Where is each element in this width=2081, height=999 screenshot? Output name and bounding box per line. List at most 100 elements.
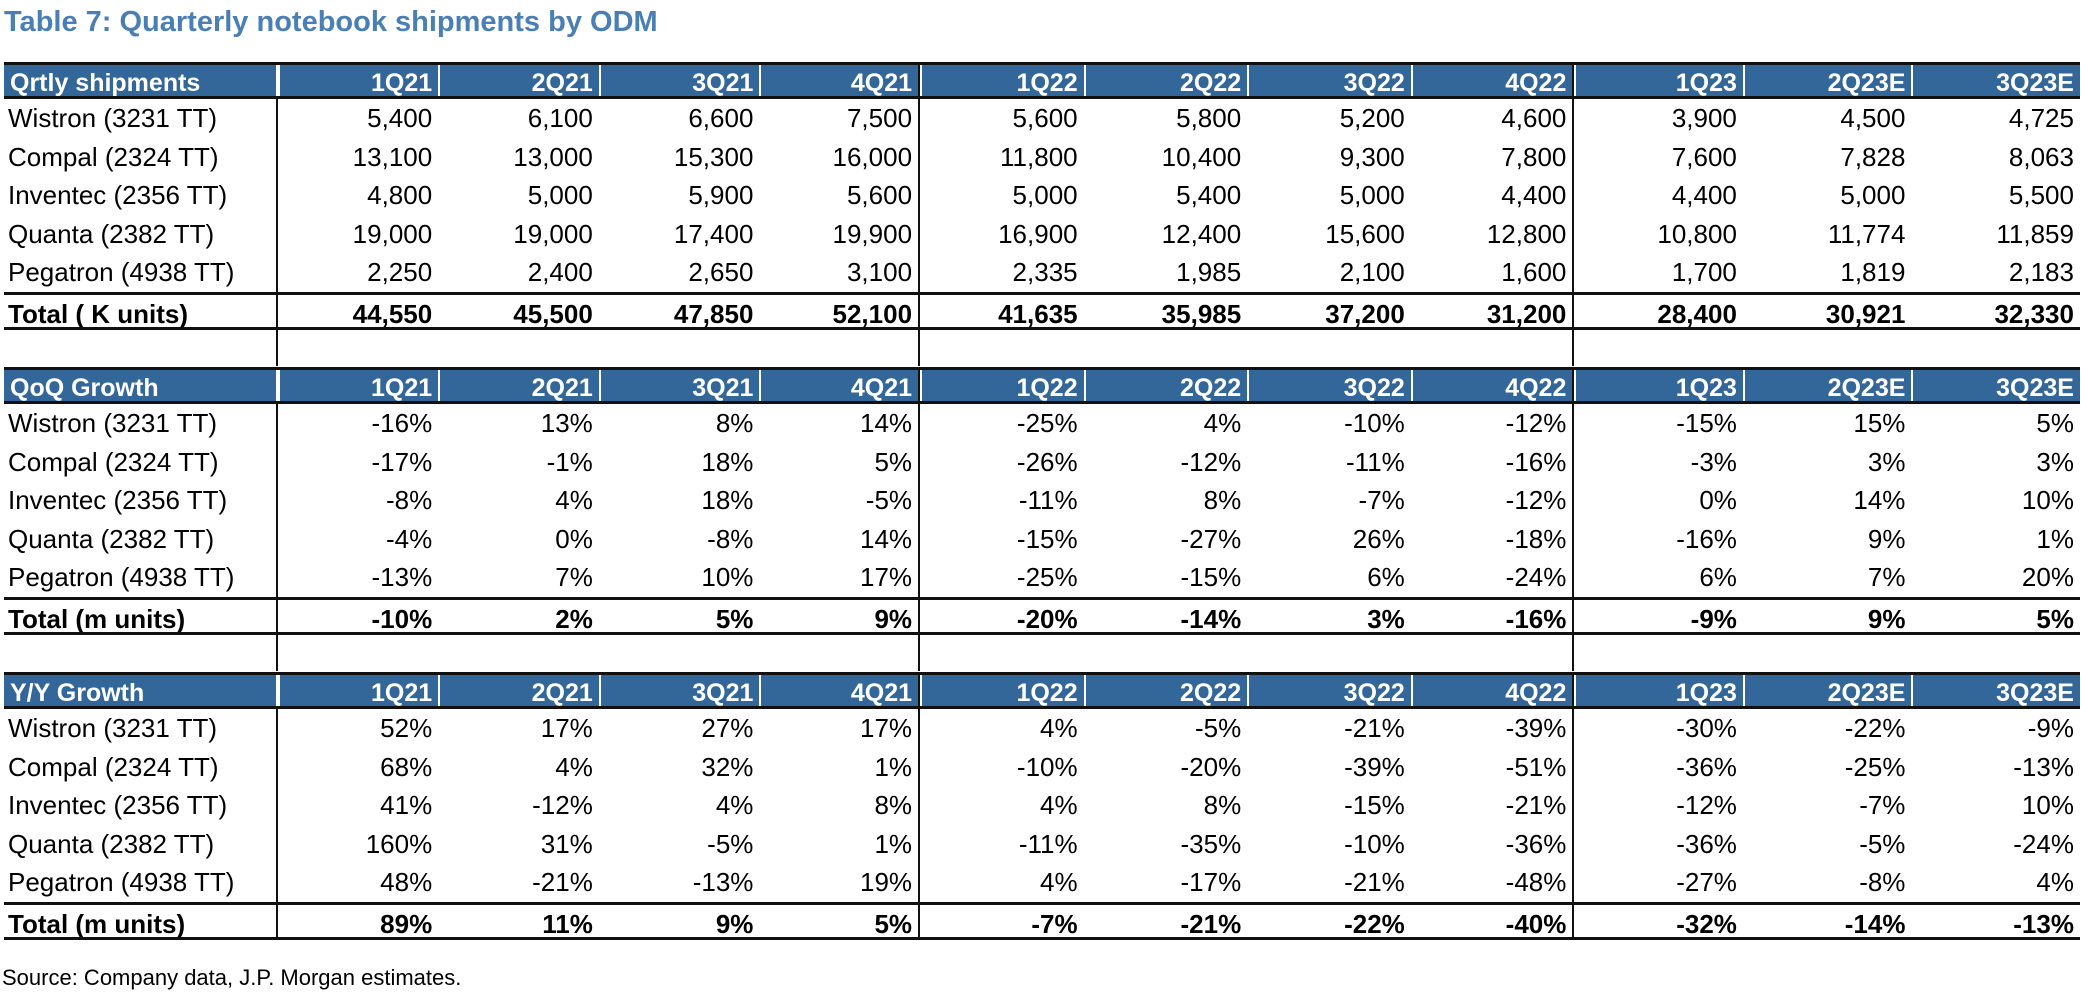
- table-cell: 7,800: [1411, 137, 1575, 176]
- table-cell: -8%: [385, 485, 433, 515]
- table-cell: 45,500: [513, 298, 593, 328]
- table-cell: -16%: [371, 408, 433, 438]
- table-row: Pegatron (4938 TT) -13% 7% 10% 17% -25% -15% 6%…: [4, 558, 2080, 597]
- table-cell: -39%: [1344, 751, 1405, 782]
- table-cell: -27%: [1180, 523, 1242, 554]
- table-cell: -22%: [1844, 713, 1906, 743]
- table-cell: 8%: [1203, 485, 1242, 515]
- table-cell: 41%: [380, 790, 433, 820]
- table-cell: 5,400: [367, 103, 433, 133]
- table-cell: 10%: [2021, 790, 2074, 820]
- total-row: Total (m units) -10% 2% 5% 9% -20% -14% 3% -16% -…: [4, 596, 2080, 635]
- table-cell: 4,400: [1671, 180, 1737, 210]
- table-cell: 1,819: [1840, 257, 1906, 287]
- table-cell: 4%: [555, 485, 593, 515]
- table-cell: 19,000: [352, 218, 433, 249]
- row-label: Pegatron (4938 TT): [4, 558, 278, 597]
- table-cell: 11%: [542, 908, 593, 938]
- spacer-cell: [278, 330, 439, 366]
- spacer-cell: [1247, 330, 1411, 366]
- table-cell: -20%: [1016, 603, 1078, 633]
- table-cell: 52%: [380, 713, 433, 743]
- column-header: 1Q21: [277, 675, 439, 706]
- table-cell: 14%: [1853, 485, 1906, 515]
- row-label: Compal (2324 TT): [4, 747, 278, 786]
- table-cell: 3%: [2036, 446, 2074, 477]
- table-cell: -25%: [1016, 408, 1078, 438]
- table-row: Quanta (2382 TT) 19,000 19,000 17,400 19,900…: [4, 214, 2080, 253]
- table-cell: 5,000: [1012, 180, 1078, 210]
- spacer-cell: [1084, 330, 1248, 366]
- table-cell: 4%: [1040, 790, 1078, 820]
- table-cell: 28,400: [1657, 298, 1737, 328]
- table-row: Wistron (3231 TT) -16% 13% 8% 14% -25% 4% -10% -…: [4, 404, 2080, 443]
- table-cell: -30%: [1676, 713, 1737, 743]
- table-cell: 13,000: [513, 141, 593, 172]
- table-cell: 1,600: [1411, 253, 1575, 292]
- total-row: Total (m units) 89% 11% 9% 5% -7% -21% -22% -40%…: [4, 901, 2080, 940]
- table-row: Wistron (3231 TT) 5,400 6,100 6,600 7,500 5,6…: [4, 99, 2080, 138]
- spacer-cell: [438, 635, 599, 671]
- table-cell: -17%: [371, 446, 433, 477]
- table-cell: 48%: [380, 867, 433, 897]
- table-cell: 19,900: [759, 214, 921, 253]
- table-cell: -10%: [1016, 751, 1078, 782]
- table-cell: -40%: [1411, 904, 1575, 937]
- table-cell: 5%: [715, 603, 754, 633]
- table-cell: 2,183: [2008, 257, 2074, 287]
- spacer-cell: [599, 330, 760, 366]
- table-cell: 8%: [759, 786, 921, 825]
- table-cell: 7%: [555, 562, 593, 592]
- table-cell: 0%: [555, 523, 593, 554]
- table-cell: 3,100: [759, 253, 921, 292]
- table-cell: 19,000: [513, 218, 593, 249]
- table-cell: 17%: [540, 713, 593, 743]
- table-cell: 5,400: [1176, 180, 1242, 210]
- table-cell: -7%: [1031, 908, 1078, 938]
- table-cell: 18%: [701, 446, 754, 477]
- table-cell: -10%: [371, 603, 433, 633]
- table-cell: -15%: [1016, 523, 1078, 554]
- table-cell: 5,200: [1339, 103, 1405, 133]
- column-header: 2Q23E: [1742, 65, 1912, 96]
- column-header: 4Q21: [759, 675, 921, 706]
- table-cell: -25%: [1016, 562, 1078, 592]
- table-cell: -17%: [1180, 867, 1242, 897]
- table-cell: 17%: [759, 709, 921, 748]
- table-cell: 12,400: [1161, 218, 1242, 249]
- table-cell: 15,600: [1325, 218, 1405, 249]
- table-cell: 5%: [2036, 408, 2074, 438]
- table-row: Wistron (3231 TT) 52% 17% 27% 17% 4% -5% -21% -3…: [4, 709, 2080, 748]
- table-cell: 2%: [555, 603, 593, 633]
- table-cell: -3%: [1690, 446, 1737, 477]
- column-header: 2Q22: [1083, 675, 1248, 706]
- row-label: Wistron (3231 TT): [4, 99, 278, 138]
- spacer-cell: [1411, 635, 1575, 671]
- table-cell: 30,921: [1825, 298, 1906, 328]
- table-cell: 3%: [1367, 603, 1405, 633]
- table-cell: -13%: [2013, 751, 2074, 782]
- spacer-cell: [1743, 330, 1912, 366]
- table-cell: -36%: [1411, 824, 1575, 863]
- table-cell: 160%: [365, 828, 433, 859]
- table-cell: 9%: [759, 599, 921, 632]
- table-cell: 8%: [1203, 790, 1242, 820]
- spacer-cell: [759, 635, 921, 671]
- section-header-row: QoQ Growth 1Q21 2Q21 3Q21 4Q21 1Q22 2Q22 3Q22 4Q…: [4, 367, 2080, 404]
- table-cell: -16%: [1411, 442, 1575, 481]
- table-cell: 47,850: [673, 298, 754, 328]
- table-cell: 6,600: [688, 103, 754, 133]
- table-row: Quanta (2382 TT) 160% 31% -5% 1% -11% -35% -10%…: [4, 824, 2080, 863]
- table-cell: -11%: [1018, 485, 1078, 515]
- table-cell: -5%: [759, 481, 921, 520]
- table-cell: 10%: [701, 562, 754, 592]
- table-row: Pegatron (4938 TT) 2,250 2,400 2,650 3,100 2,…: [4, 253, 2080, 292]
- table-cell: 32%: [701, 751, 754, 782]
- section-header-label: Y/Y Growth: [4, 675, 278, 706]
- table-cell: 7,500: [759, 99, 921, 138]
- table-cell: 4%: [1040, 867, 1078, 897]
- table-cell: 18%: [701, 485, 754, 515]
- table-cell: 6,100: [527, 103, 593, 133]
- table-cell: 19%: [759, 863, 921, 902]
- table-row: Compal (2324 TT) 13,100 13,000 15,300 16,000…: [4, 137, 2080, 176]
